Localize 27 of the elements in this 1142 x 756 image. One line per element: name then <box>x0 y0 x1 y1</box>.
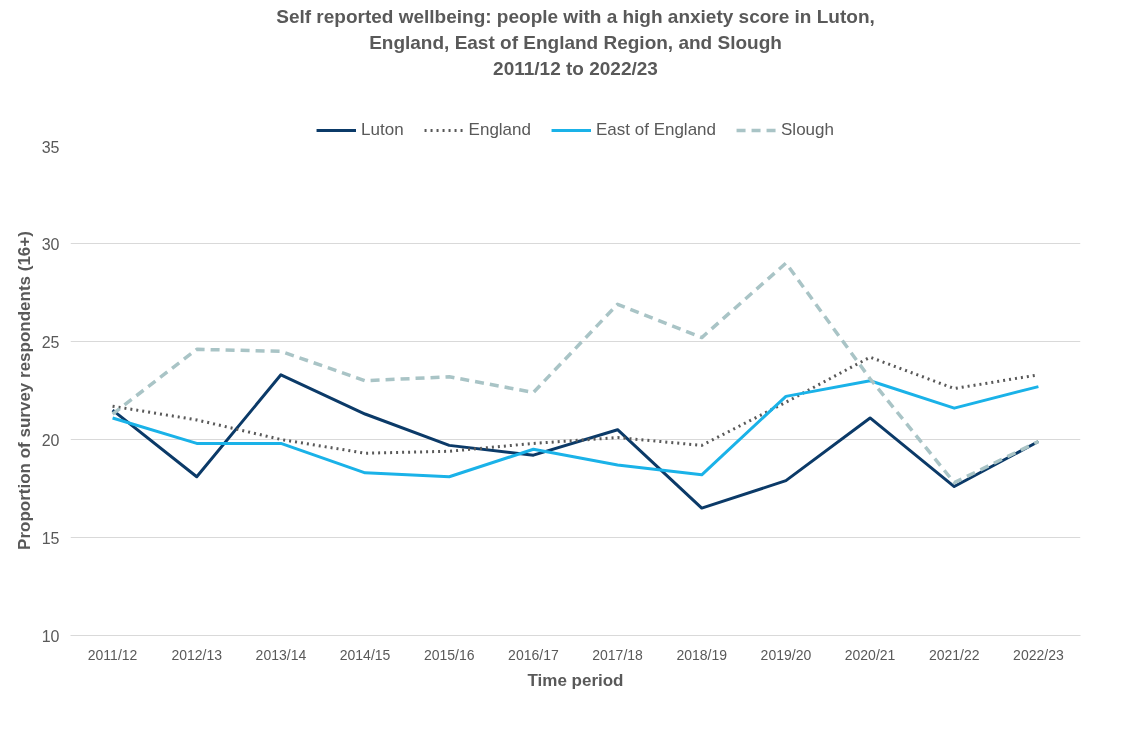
x-tick-label: 2014/15 <box>339 646 391 663</box>
y-tick-label: 10 <box>41 627 60 645</box>
legend-label: England <box>468 120 531 140</box>
legend-label: Luton <box>361 120 404 140</box>
x-tick-label: 2013/14 <box>255 646 307 663</box>
y-tick-label: 35 <box>41 138 60 156</box>
x-tick-label: 2018/19 <box>676 646 728 663</box>
y-tick-label: 15 <box>41 529 60 547</box>
chart-title: Self reported wellbeing: people with a high anxiety score in Luton, England, East of England Region, and Slough 2011/12 to 2022/23 <box>276 5 875 79</box>
line-series <box>110 261 1041 485</box>
x-tick-label: 2020/21 <box>844 646 896 663</box>
x-tick-label: 2015/16 <box>423 646 475 663</box>
y-tick-label: 25 <box>41 333 60 351</box>
x-tick-label: 2019/20 <box>760 646 812 663</box>
line-series <box>111 379 1040 479</box>
x-tick-label: 2012/13 <box>171 646 223 663</box>
x-tick-label: 2017/18 <box>592 646 644 663</box>
x-axis-title: Time period <box>527 670 624 690</box>
y-tick-label: 30 <box>41 235 60 253</box>
y-axis-title: Proportion of survey respondents (16+) <box>14 231 34 550</box>
legend-label: Slough <box>781 120 834 140</box>
legend-label: East of England <box>595 120 717 140</box>
x-tick-label: 2011/12 <box>87 646 138 663</box>
x-tick-label: 2016/17 <box>508 646 559 663</box>
x-tick-label: 2022/23 <box>1013 646 1064 663</box>
x-tick-label: 2021/22 <box>928 646 980 663</box>
y-tick-label: 20 <box>41 431 60 449</box>
